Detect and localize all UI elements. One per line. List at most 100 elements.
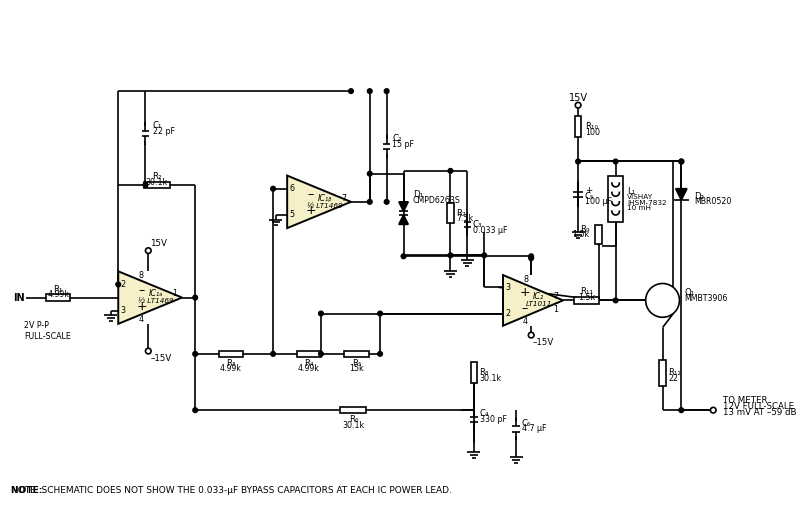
Text: R₁₂: R₁₂: [668, 368, 682, 377]
Bar: [296, 351, 321, 357]
Circle shape: [679, 159, 684, 164]
Text: 8: 8: [523, 275, 528, 284]
Text: 7: 7: [341, 194, 346, 203]
Text: 13 mV AT –59 dB: 13 mV AT –59 dB: [722, 408, 796, 417]
Text: 1: 1: [172, 289, 177, 299]
Text: +: +: [519, 287, 530, 300]
Text: 7.5k: 7.5k: [456, 214, 473, 223]
Circle shape: [348, 89, 353, 93]
Circle shape: [271, 352, 276, 356]
Text: 100 μF: 100 μF: [585, 197, 612, 206]
Text: VISHAY: VISHAY: [627, 194, 653, 200]
Circle shape: [679, 408, 684, 413]
Circle shape: [710, 407, 716, 413]
Circle shape: [679, 159, 684, 164]
Circle shape: [368, 200, 372, 204]
Bar: [608, 176, 623, 222]
Circle shape: [448, 168, 453, 173]
Text: IN: IN: [13, 293, 25, 303]
Text: R₇: R₇: [456, 208, 466, 218]
Text: 4.7 μF: 4.7 μF: [522, 425, 547, 433]
Circle shape: [319, 311, 324, 316]
Text: R₂: R₂: [152, 172, 161, 181]
Text: 1: 1: [553, 305, 558, 314]
Bar: [340, 407, 367, 414]
Text: ½ LT1469: ½ LT1469: [138, 299, 173, 304]
Text: 30.1k: 30.1k: [342, 420, 364, 430]
Text: C₃: C₃: [473, 220, 483, 229]
Text: 7: 7: [553, 292, 559, 301]
Circle shape: [384, 200, 389, 204]
Bar: [471, 362, 477, 383]
Circle shape: [143, 182, 148, 188]
Text: 2: 2: [121, 280, 125, 289]
Text: +: +: [305, 204, 316, 217]
Text: R₅: R₅: [352, 359, 361, 368]
Bar: [219, 351, 243, 357]
Circle shape: [614, 159, 618, 164]
Circle shape: [529, 254, 534, 258]
Text: R₈: R₈: [479, 368, 489, 377]
Text: +: +: [137, 300, 147, 313]
Text: 4: 4: [523, 317, 528, 326]
Text: IC₂: IC₂: [533, 292, 544, 301]
Text: R₁₀: R₁₀: [585, 122, 598, 131]
Text: IHSM-7832: IHSM-7832: [627, 200, 666, 206]
Bar: [344, 351, 369, 357]
Text: 5: 5: [289, 210, 294, 219]
Text: R₆: R₆: [348, 415, 358, 424]
Circle shape: [482, 253, 487, 258]
Text: C₂: C₂: [392, 134, 402, 143]
Text: 4.99k: 4.99k: [298, 364, 320, 374]
Polygon shape: [676, 189, 687, 200]
Circle shape: [368, 171, 372, 176]
Text: 22 pF: 22 pF: [153, 127, 175, 136]
Text: –15V: –15V: [533, 338, 555, 347]
Text: NOTE: SCHEMATIC DOES NOT SHOW THE 0.033-μF BYPASS CAPACITORS AT EACH IC POWER LE: NOTE: SCHEMATIC DOES NOT SHOW THE 0.033-…: [11, 487, 452, 495]
Text: LT1011: LT1011: [526, 301, 552, 307]
Text: 3: 3: [121, 306, 125, 315]
Polygon shape: [399, 202, 408, 211]
Text: D₁: D₁: [413, 190, 423, 199]
Bar: [595, 225, 602, 244]
Text: R₄: R₄: [304, 359, 313, 368]
Text: Q₁: Q₁: [684, 289, 694, 297]
Text: C₆: C₆: [522, 419, 531, 428]
Text: 10 mH: 10 mH: [627, 205, 651, 212]
Text: 22: 22: [668, 374, 678, 383]
Circle shape: [116, 282, 121, 287]
Text: 2: 2: [505, 309, 511, 318]
Text: D₂: D₂: [694, 192, 705, 201]
Text: –: –: [522, 302, 527, 315]
Circle shape: [576, 159, 580, 164]
Text: R₃: R₃: [226, 359, 236, 368]
Text: 15V: 15V: [569, 93, 587, 103]
Text: FULL-SCALE: FULL-SCALE: [25, 332, 71, 341]
Text: 1.5k: 1.5k: [578, 293, 595, 302]
Circle shape: [193, 295, 197, 300]
Text: C₅: C₅: [585, 192, 594, 201]
Text: NOTE:: NOTE:: [11, 487, 46, 495]
Text: ½ LT1469: ½ LT1469: [307, 203, 343, 208]
Text: 4.99k: 4.99k: [47, 290, 70, 299]
Circle shape: [401, 254, 406, 258]
Text: 30.1k: 30.1k: [479, 374, 502, 383]
Text: 3: 3: [505, 283, 511, 292]
Text: 0.033 μF: 0.033 μF: [473, 226, 507, 234]
Text: MBR0520: MBR0520: [694, 197, 732, 206]
Text: 15V: 15V: [150, 239, 167, 247]
Circle shape: [378, 311, 383, 316]
Polygon shape: [287, 176, 351, 228]
Text: 4: 4: [138, 315, 143, 324]
Polygon shape: [503, 275, 563, 326]
Text: CMPD6263S: CMPD6263S: [413, 196, 461, 205]
Text: 1.5k: 1.5k: [572, 230, 590, 239]
Circle shape: [271, 187, 276, 191]
Circle shape: [145, 348, 151, 354]
Circle shape: [646, 283, 679, 317]
Bar: [659, 359, 666, 386]
Circle shape: [193, 408, 197, 413]
Text: 100: 100: [585, 128, 600, 137]
Circle shape: [368, 89, 372, 93]
Bar: [46, 294, 70, 301]
